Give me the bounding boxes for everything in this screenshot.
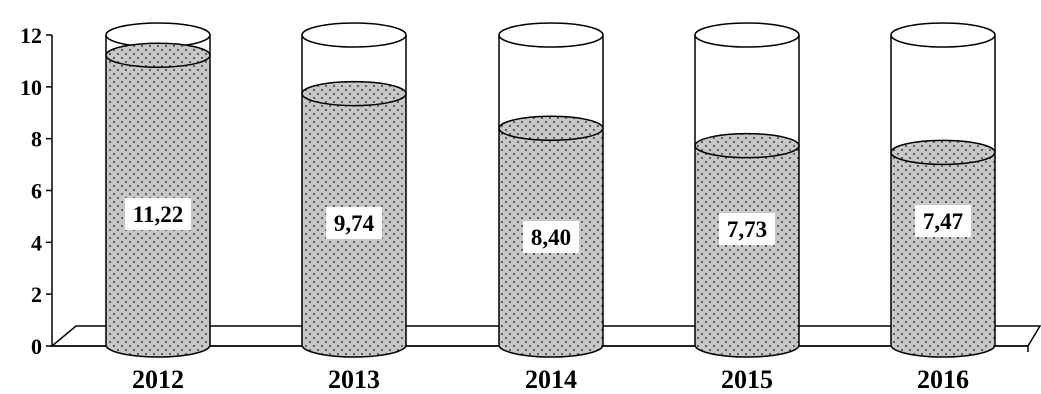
y-axis: 0 2 4 6 8 10 12 (20, 23, 53, 359)
bar-2012: 11,22 (105, 22, 211, 358)
x-tick-label-2013: 2013 (328, 365, 380, 394)
container-side-2014 (498, 35, 604, 129)
y-tick-label-0: 0 (31, 334, 42, 359)
value-label-bg-2014 (523, 221, 579, 253)
container-side-2013 (301, 35, 407, 94)
bar-top-2012 (105, 42, 211, 68)
container-side-2016 (890, 35, 996, 153)
value-label-bg-2016 (915, 205, 971, 237)
bar-2013: 9,74 (301, 22, 407, 358)
container-top-2013 (301, 22, 407, 48)
value-label-bg-2015 (719, 213, 775, 245)
bar-top-2015 (694, 132, 800, 159)
value-label-2016: 7,47 (923, 209, 963, 234)
x-tick-label-2014: 2014 (525, 365, 577, 394)
x-axis-labels: 2012 2013 2014 2015 2016 (132, 365, 969, 394)
bar-2014: 8,40 (498, 22, 604, 358)
bar-body-2015 (694, 144, 800, 358)
y-tick-label-2: 2 (31, 282, 42, 307)
y-tick-label-10: 10 (20, 75, 42, 100)
x-tick-label-2012: 2012 (132, 365, 184, 394)
value-label-2012: 11,22 (133, 202, 183, 227)
y-tick-label-8: 8 (31, 127, 42, 152)
bar-top-2013 (301, 80, 407, 107)
y-tick-label-4: 4 (31, 230, 42, 255)
container-side-2015 (694, 35, 800, 146)
x-tick-label-2016: 2016 (917, 365, 969, 394)
container-top-2014 (498, 22, 604, 48)
bar-2016: 7,47 (890, 22, 996, 358)
y-tick-label-6: 6 (31, 179, 42, 204)
bars: 11,22 9,74 8,40 7,73 7,47 (105, 22, 996, 358)
value-label-bg-2012 (125, 198, 191, 230)
value-label-bg-2013 (326, 207, 382, 239)
bar-top-2016 (890, 139, 996, 166)
y-tick-label-12: 12 (20, 23, 42, 48)
container-top-2015 (694, 22, 800, 48)
value-label-2013: 9,74 (334, 211, 375, 236)
bar-2015: 7,73 (694, 22, 800, 358)
container-top-2016 (890, 22, 996, 48)
bar-body-2016 (890, 151, 996, 358)
bar-top-2014 (498, 115, 604, 142)
value-label-2014: 8,40 (531, 225, 571, 250)
x-tick-label-2015: 2015 (721, 365, 773, 394)
container-side-2012 (105, 35, 211, 56)
value-label-2015: 7,73 (727, 217, 767, 242)
